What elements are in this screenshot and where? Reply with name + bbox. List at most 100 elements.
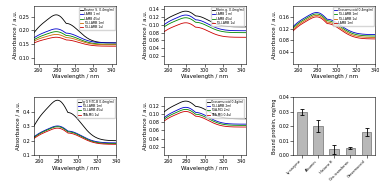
LAMB 1 ml [42,31,46,34]
Line: Fibrin.g. 0.4mg/ml: Fibrin.g. 0.4mg/ml [164,11,246,27]
TGA-MG 2ml [183,108,188,111]
TG-LAMB 1ml [32,40,36,42]
Bovine S. 0.4mg/ml [84,36,88,38]
LAMB 1ml [351,35,355,38]
LAMB 1 ml [221,29,226,31]
LAMB 1 ml [243,30,248,32]
TBA-MG 0.4ul [221,125,226,127]
Orosomucoid 0.4g/ml [243,118,248,120]
Line: TG-LAMB 1ml: TG-LAMB 1ml [293,14,375,36]
LAMB 45ul [92,42,96,45]
Ig G FITC-B 0.4mg/ml [84,128,88,130]
TG-LAMB 1ml [59,125,63,128]
TG-LAMB 1ul [188,23,193,25]
Line: LAMB 1ml: LAMB 1ml [293,17,375,39]
LAMB 1 ml [64,32,69,34]
LAMB 45ul [243,32,248,34]
TG-LAMB 1ml [343,29,347,31]
TG-LAMB 2ml [243,123,248,125]
Ig G FITC-B 0.4mg/ml [114,140,118,142]
Bovine S. 0.4mg/ml [91,40,96,42]
Bar [313,126,323,155]
TG-LAMB 1ul [59,37,63,39]
Orosomucoid 0.4g/ml [171,105,176,107]
TG-LAMB 2ml [183,106,188,108]
TG-LAMB 1ul [351,34,355,36]
TG-LAMB 1ml [350,32,355,35]
TBA-MG 0.4ul [194,115,199,117]
TG-LAMB 1ml [54,33,58,36]
Bovine S. 0.4mg/ml [59,16,63,18]
LAMB 1 ml [54,28,58,30]
LAMB 1 ml [188,15,193,17]
TG-LAMB 1ul [291,28,296,30]
TGA-MG 2ml [188,110,193,112]
LAMB 1 ml [84,39,88,41]
Ig G FITC-B 0.4mg/ml [59,101,63,103]
TG-LAMB 1ml [291,27,296,29]
Orosomucoid 0.4mg/ml [301,18,305,20]
TG-LAMB 45ul [91,141,96,143]
Legend: Orosomucoid 0.4g/ml, TG-LAMB 2ml, TGA-MG 2ml, TBA-MG 0.4ul: Orosomucoid 0.4g/ml, TG-LAMB 2ml, TGA-MG… [206,99,244,117]
TG-LAMB 45ul [92,141,96,143]
Line: Ig G FITC-B 0.4mg/ml: Ig G FITC-B 0.4mg/ml [34,100,116,141]
TG-LAMB 1ml [114,142,118,144]
TG-LAMB 1ul [213,33,218,35]
Fibrin.g. 0.4mg/ml [161,20,166,22]
TG-LAMB 1ml [373,35,377,37]
Orosomucoid 0.4mg/ml [324,17,328,19]
Y-axis label: Absorbance / a.u.: Absorbance / a.u. [142,102,147,151]
TG-LAMB 1ml [59,34,63,36]
TGA-MG 2ml [243,124,248,127]
LAMB 1ml [350,35,355,38]
LAMB 45ul [32,39,36,41]
Ig G FITC-B 0.4mg/ml [91,135,96,137]
TBA-MG 1ul [64,131,69,133]
LAMB 1ml [324,21,328,24]
TG-LAMB 1ml [92,140,96,142]
Ig G FITC-B 0.4mg/ml [32,125,36,127]
Orosomucoid 0.4mg/ml [318,12,323,15]
LAMB 1 ml [221,29,226,31]
Bovine S. 0.4mg/ml [54,14,58,16]
Bovine S. 0.4mg/ml [92,40,96,42]
TBA-MG 0.4ul [183,110,188,113]
TGA-MG 2ml [171,113,176,115]
TG-LAMB 45ul [64,130,69,132]
Line: TG-LAMB 2ml: TG-LAMB 2ml [164,107,246,124]
Orosomucoid 0.4mg/ml [350,31,355,33]
Legend: Orosomucoid 0.4mg/ml, TG-LAMB 1ml, TG-LAMB 1ul, LAMB 1ml: Orosomucoid 0.4mg/ml, TG-LAMB 1ml, TG-LA… [333,7,374,26]
TG-LAMB 1ul [318,15,323,17]
TBA-MG 1ul [55,127,60,129]
Y-axis label: Absorbance / a.u.: Absorbance / a.u. [272,10,277,59]
LAMB 1 ml [91,41,96,43]
LAMB 45ul [188,18,193,20]
Ig G FITC-B 0.4mg/ml [92,135,96,137]
Orosomucoid 0.4mg/ml [291,25,296,27]
LAMB 1 ml [32,36,36,39]
TBA-MG 0.4ul [221,125,226,127]
X-axis label: Wavelength / nm: Wavelength / nm [181,166,228,171]
TBA-MG 1ul [92,141,96,144]
LAMB 1ml [301,22,305,24]
Line: LAMB 45ul: LAMB 45ul [34,32,116,44]
TG-LAMB 1ul [32,42,36,44]
TG-LAMB 1ml [92,43,96,45]
TBA-MG 1ul [114,143,118,145]
Fibrin.g. 0.4mg/ml [213,22,218,25]
Orosomucoid 0.4g/ml [213,114,218,116]
Bar [297,112,307,155]
TGA-MG 2ml [194,113,199,115]
TG-LAMB 1ul [92,45,96,47]
TG-LAMB 1ul [91,45,96,47]
TG-LAMB 1ul [84,43,88,45]
Orosomucoid 0.4g/ml [183,100,188,102]
Legend: Fibrin.g. 0.4mg/ml, LAMB 1 ml, LAMB 45ul, TG-LAMB 1ul: Fibrin.g. 0.4mg/ml, LAMB 1 ml, LAMB 45ul… [211,7,244,26]
X-axis label: Wavelength / nm: Wavelength / nm [52,166,99,171]
LAMB 45ul [91,42,96,45]
LAMB 1 ml [92,41,96,43]
Bar [329,149,339,155]
TG-LAMB 1ul [243,36,248,38]
LAMB 45ul [213,28,218,31]
TG-LAMB 2ml [188,108,193,110]
